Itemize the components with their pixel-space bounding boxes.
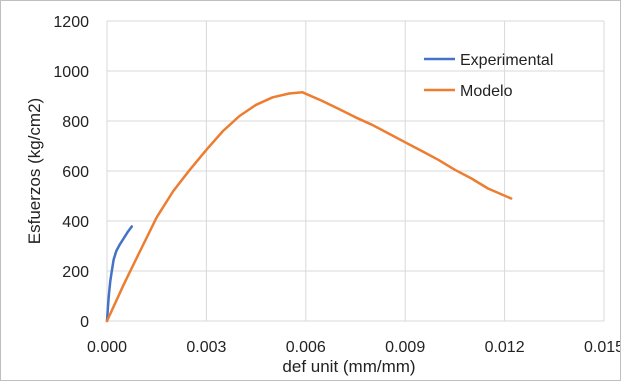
x-tick-label: 0.000 xyxy=(87,339,127,356)
y-tick-label: 1200 xyxy=(53,14,89,31)
x-tick-label: 0.012 xyxy=(485,339,525,356)
grid-lines xyxy=(106,20,605,322)
y-tick-label: 0 xyxy=(80,314,89,331)
y-tick-labels: 0 200 400 600 800 1000 1200 xyxy=(53,14,89,331)
series-line-experimental xyxy=(105,225,134,323)
series-layer xyxy=(105,91,513,323)
series-line-modelo xyxy=(105,91,513,323)
y-axis-title: Esfuerzos (kg/cm2) xyxy=(25,98,44,244)
y-tick-label: 200 xyxy=(62,264,89,281)
legend-label-experimental: Experimental xyxy=(460,52,553,69)
y-tick-label: 1000 xyxy=(53,64,89,81)
x-tick-label: 0.003 xyxy=(186,339,226,356)
x-tick-label: 0.009 xyxy=(385,339,425,356)
legend: Experimental Modelo xyxy=(424,52,553,100)
y-tick-label: 400 xyxy=(62,214,89,231)
legend-label-modelo: Modelo xyxy=(460,83,513,100)
x-axis-title: def unit (mm/mm) xyxy=(282,357,415,376)
y-tick-label: 600 xyxy=(62,164,89,181)
y-tick-label: 800 xyxy=(62,114,89,131)
x-tick-label: 0.015 xyxy=(584,339,620,356)
x-tick-labels: 0.000 0.003 0.006 0.009 0.012 0.015 xyxy=(87,339,620,356)
x-tick-label: 0.006 xyxy=(286,339,326,356)
